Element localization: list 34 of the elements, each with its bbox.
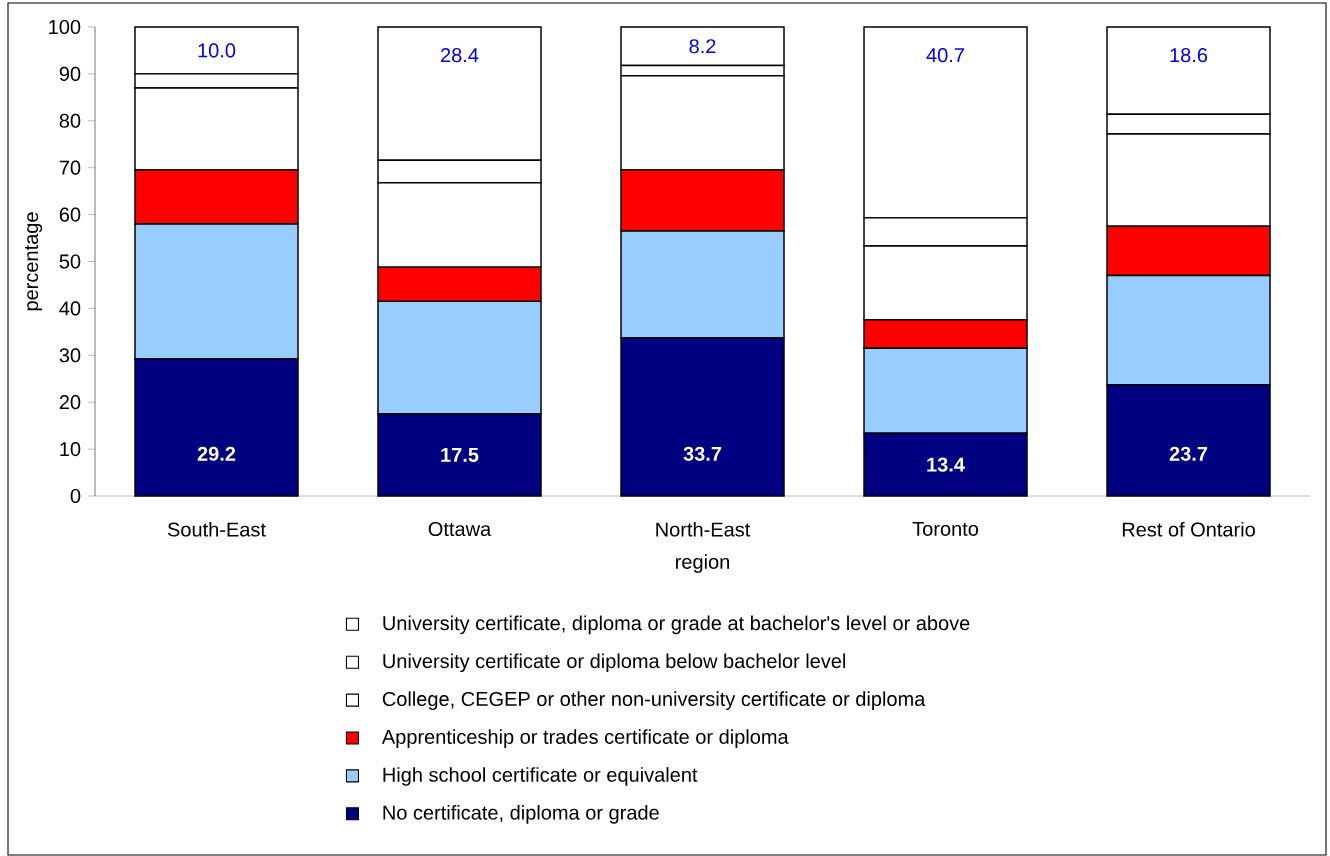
data-label: 29.2 <box>197 446 236 461</box>
x-tick-label: South-East <box>167 521 266 537</box>
y-tick-label: 0 <box>70 488 81 504</box>
y-tick-label: 10 <box>60 442 81 457</box>
x-tick-label: Toronto <box>912 521 979 536</box>
data-label: 33.7 <box>683 446 722 461</box>
data-label: 13.4 <box>927 457 965 472</box>
y-tick-label: 20 <box>59 395 81 410</box>
x-tick-label: Rest of Ontario <box>1122 521 1255 537</box>
data-label: 17.5 <box>441 447 479 462</box>
y-tick-label: 40 <box>59 301 81 316</box>
data-label: 23.7 <box>1169 446 1208 461</box>
y-axis-title: percentage <box>25 212 43 311</box>
data-label: 28.4 <box>441 48 479 63</box>
x-tick-label: North-East <box>656 521 751 537</box>
x-tick-label: Ottawa <box>428 521 492 537</box>
y-tick-label: 90 <box>59 66 81 81</box>
y-tick-label: 80 <box>59 113 81 128</box>
legend-label: Apprenticeship or trades certificate or diploma <box>381 729 789 748</box>
x-axis-title: region <box>676 554 729 573</box>
legend-label: College, CEGEP or other non-university certificate or diploma <box>382 691 926 710</box>
data-label: 18.6 <box>1170 48 1208 63</box>
y-tick-label: 100 <box>49 19 81 35</box>
y-tick-label: 30 <box>59 348 81 363</box>
legend-label: High school certificate or equivalent <box>383 767 698 786</box>
data-label: 10.0 <box>198 43 236 58</box>
data-label: 8.2 <box>689 39 716 54</box>
y-tick-label: 60 <box>59 207 81 222</box>
legend-label: No certificate, diploma or grade <box>383 805 659 824</box>
y-tick-label: 50 <box>59 254 81 269</box>
legend-label: University certificate or diploma below bachelor level <box>383 653 846 673</box>
data-label: 40.7 <box>926 48 964 63</box>
y-tick-label: 70 <box>59 160 81 175</box>
legend-label: University certificate, diploma or grade at bachelor's level or above <box>383 615 970 635</box>
